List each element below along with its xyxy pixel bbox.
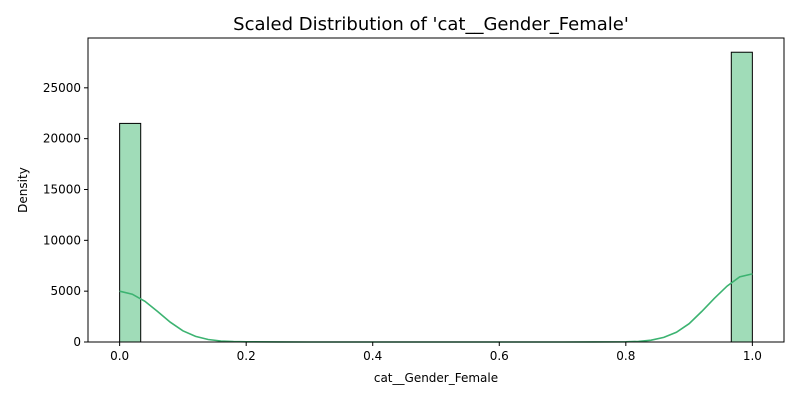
- y-axis: 0 5000 10000 15000 20000 25000: [43, 81, 88, 349]
- x-tick-label: 1.0: [743, 349, 762, 363]
- x-axis-label: cat__Gender_Female: [374, 371, 498, 385]
- x-axis: 0.0 0.2 0.4 0.6 0.8 1.0: [110, 342, 762, 363]
- plot-area: [119, 51, 753, 343]
- y-axis-label: Density: [16, 167, 30, 213]
- y-tick-label: 0: [73, 335, 81, 349]
- y-tick-label: 15000: [43, 182, 81, 196]
- kde-curve: [119, 273, 753, 343]
- x-tick-label: 0.2: [237, 349, 256, 363]
- y-tick-label: 5000: [50, 284, 81, 298]
- y-tick-label: 25000: [43, 81, 81, 95]
- x-tick-label: 0.8: [616, 349, 635, 363]
- x-tick-label: 0.6: [490, 349, 509, 363]
- plot-frame: [87, 37, 785, 343]
- x-tick-label: 0.4: [363, 349, 382, 363]
- y-tick-label: 20000: [43, 132, 81, 146]
- x-tick-label: 0.0: [110, 349, 129, 363]
- chart-title: Scaled Distribution of 'cat__Gender_Fema…: [233, 14, 629, 35]
- histogram-bar-1: [730, 51, 753, 343]
- histogram-bar-0: [119, 122, 142, 343]
- y-tick-label: 10000: [43, 233, 81, 247]
